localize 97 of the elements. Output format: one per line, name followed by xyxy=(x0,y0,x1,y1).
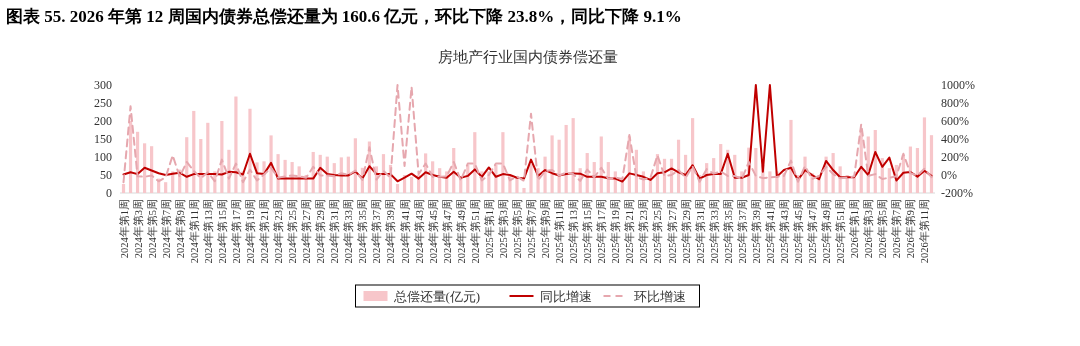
x-tick-label: 2024年第1周 xyxy=(118,199,130,259)
x-tick-label: 2024年第35周 xyxy=(357,199,369,264)
x-tick-label: 2025年第51周 xyxy=(835,199,847,264)
x-tick-label: 2024年第45周 xyxy=(427,199,439,264)
bar xyxy=(529,164,533,193)
x-tick-label: 2025年第21周 xyxy=(624,199,636,264)
x-tick-label: 2024年第33周 xyxy=(343,199,355,264)
bar xyxy=(234,96,238,193)
x-tick-label: 2024年第47周 xyxy=(441,199,453,264)
x-tick-label: 2024年第3周 xyxy=(132,199,144,259)
x-tick-label: 2025年第39周 xyxy=(750,199,762,264)
x-tick-label: 2024年第29周 xyxy=(315,199,327,264)
bar xyxy=(852,177,856,193)
chart-title: 图表 55. 2026 年第 12 周国内债券总偿还量为 160.6 亿元，环比下降 23.8%，同比下降 9.1% xyxy=(6,7,682,26)
x-tick-label: 2025年第31周 xyxy=(694,199,706,264)
y2-tick-label: 200% xyxy=(941,150,969,164)
x-tick-label: 2025年第5周 xyxy=(511,199,523,259)
x-tick-label: 2025年第27周 xyxy=(666,199,678,264)
bar xyxy=(564,124,568,193)
bar xyxy=(929,135,934,193)
bar xyxy=(121,184,126,193)
y-tick-label: 150 xyxy=(94,132,112,146)
y-tick-label: 100 xyxy=(94,150,112,164)
x-tick-label: 2024年第31周 xyxy=(329,199,341,264)
x-tick-label: 2025年第19周 xyxy=(610,199,622,264)
bar xyxy=(789,119,793,193)
bar xyxy=(515,177,519,193)
x-tick-label: 2026年第9周 xyxy=(905,199,917,259)
x-tick-label: 2024年第19周 xyxy=(244,199,256,264)
y2-tick-label: 600% xyxy=(941,114,969,128)
bar xyxy=(768,171,772,193)
x-tick-label: 2024年第41周 xyxy=(399,199,411,264)
legend-label: 总偿还量(亿元) xyxy=(392,289,481,304)
bar xyxy=(557,139,561,193)
x-tick-label: 2025年第45周 xyxy=(793,199,804,264)
x-tick-label: 2025年第23周 xyxy=(638,199,650,264)
x-tick-label: 2025年第41周 xyxy=(764,199,776,264)
legend-label: 环比增速 xyxy=(633,289,686,304)
bar xyxy=(142,143,147,193)
x-tick-label: 2025年第25周 xyxy=(652,199,664,264)
x-tick-label: 2024年第9周 xyxy=(174,199,186,259)
x-tick-label: 2025年第13周 xyxy=(568,199,580,264)
x-tick-label: 2025年第9周 xyxy=(540,199,552,259)
y2-tick-label: 0% xyxy=(941,168,957,182)
x-tick-label: 2025年第1周 xyxy=(483,199,495,259)
x-tick-label: 2024年第11周 xyxy=(188,199,200,264)
bar xyxy=(887,168,891,193)
y-tick-label: 250 xyxy=(94,96,112,110)
bar xyxy=(501,132,505,193)
x-tick-label: 2025年第7周 xyxy=(526,199,538,259)
x-tick-label: 2024年第37周 xyxy=(371,199,383,264)
bar xyxy=(395,184,400,193)
legend-label: 同比增速 xyxy=(539,289,592,304)
x-tick-label: 2024年第21周 xyxy=(259,199,271,264)
x-tick-label: 2024年第25周 xyxy=(287,199,299,264)
x-tick-label: 2024年第23周 xyxy=(273,199,285,264)
x-tick-label: 2024年第49周 xyxy=(455,199,467,264)
y2-tick-label: 800% xyxy=(941,96,969,110)
x-tick-label: 2025年第43周 xyxy=(778,199,790,264)
bar xyxy=(543,156,547,193)
x-tick-label: 2025年第29周 xyxy=(680,199,692,264)
x-tick-label: 2024年第7周 xyxy=(160,199,172,259)
y2-tick-label: 1000% xyxy=(941,78,975,92)
x-tick-label: 2026年第1周 xyxy=(849,199,861,259)
x-tick-label: 2026年第5周 xyxy=(877,199,889,259)
y-tick-label: 50 xyxy=(100,168,112,182)
bar xyxy=(128,121,133,193)
x-tick-label: 2024年第5周 xyxy=(146,199,158,259)
x-tick-label: 2024年第39周 xyxy=(385,199,397,264)
bar xyxy=(409,176,414,193)
bar xyxy=(164,182,168,193)
x-tick-label: 2026年第7周 xyxy=(891,199,903,259)
x-tick-label: 2025年第47周 xyxy=(807,199,819,264)
y-tick-label: 300 xyxy=(94,78,112,92)
x-tick-label: 2025年第11周 xyxy=(554,199,566,264)
x-tick-label: 2025年第49周 xyxy=(821,199,833,264)
x-tick-label: 2024年第15周 xyxy=(216,199,228,264)
y-tick-label: 0 xyxy=(106,186,112,200)
x-tick-label: 2024年第17周 xyxy=(230,199,242,264)
x-tick-label: 2025年第35周 xyxy=(722,199,734,264)
x-tick-label: 2026年第11周 xyxy=(919,199,931,264)
x-tick-label: 2024年第51周 xyxy=(469,199,481,264)
x-tick-label: 2024年第13周 xyxy=(202,199,214,264)
chart-subtitle: 房地产行业国内债券偿还量 xyxy=(437,49,618,65)
bar xyxy=(522,187,526,193)
x-tick-label: 2024年第43周 xyxy=(413,199,425,264)
x-tick-label: 2025年第17周 xyxy=(596,199,608,264)
x-tick-label: 2025年第33周 xyxy=(708,199,720,264)
x-tick-label: 2024年第27周 xyxy=(301,199,313,264)
y2-tick-label: 400% xyxy=(941,132,969,146)
x-tick-label: 2026年第3周 xyxy=(863,199,875,259)
y-tick-label: 200 xyxy=(94,114,112,128)
x-tick-label: 2025年第37周 xyxy=(736,199,748,264)
x-tick-label: 2025年第3周 xyxy=(497,199,509,259)
x-tick-label: 2025年第15周 xyxy=(582,199,594,264)
bar xyxy=(550,135,554,193)
y2-tick-label: -200% xyxy=(941,186,973,200)
